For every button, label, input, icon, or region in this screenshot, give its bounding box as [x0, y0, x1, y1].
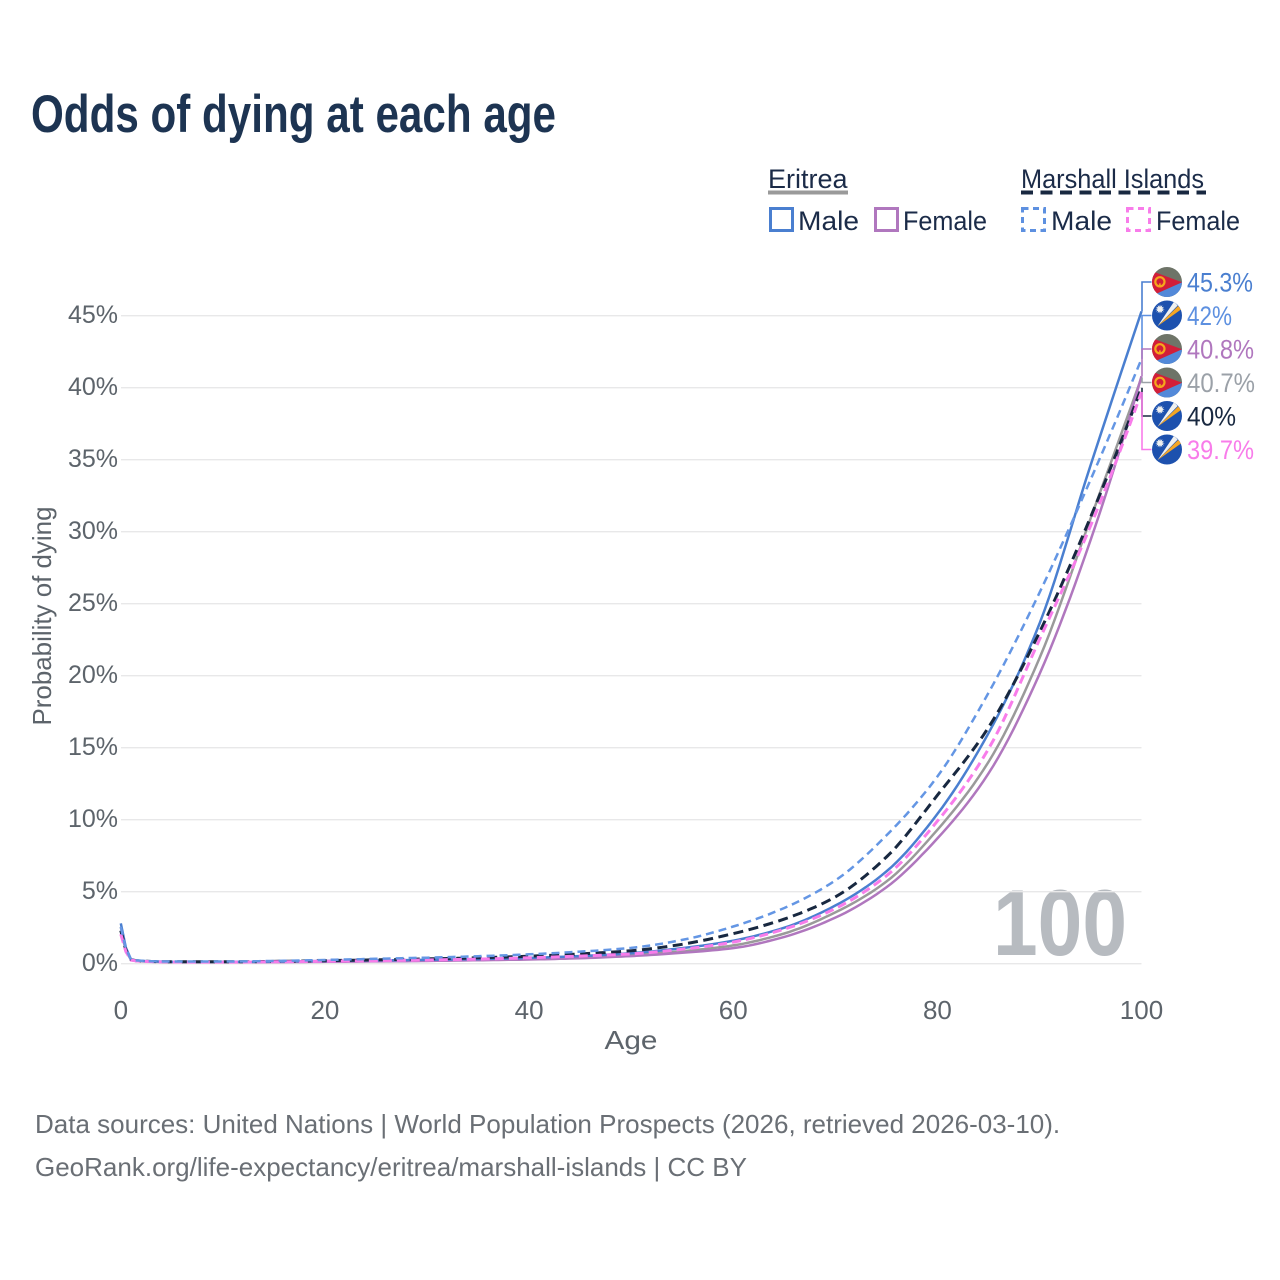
svg-text:0: 0 [114, 995, 128, 1025]
svg-text:Odds of dying at each age: Odds of dying at each age [31, 85, 556, 144]
svg-text:100: 100 [1120, 995, 1163, 1025]
svg-text:Female: Female [903, 206, 987, 236]
svg-text:Data sources: United Nations |: Data sources: United Nations | World Pop… [35, 1109, 1060, 1139]
svg-text:Male: Male [1051, 206, 1112, 236]
svg-text:Eritrea: Eritrea [768, 164, 849, 194]
svg-text:15%: 15% [68, 733, 118, 761]
svg-text:5%: 5% [82, 877, 118, 905]
svg-text:40%: 40% [1187, 402, 1236, 432]
svg-text:35%: 35% [68, 445, 118, 473]
svg-text:100: 100 [993, 870, 1127, 975]
svg-text:25%: 25% [68, 589, 118, 617]
svg-text:40: 40 [515, 995, 544, 1025]
svg-text:Female: Female [1156, 206, 1240, 236]
svg-text:45%: 45% [68, 301, 118, 329]
svg-text:40.7%: 40.7% [1187, 368, 1255, 398]
svg-text:GeoRank.org/life-expectancy/er: GeoRank.org/life-expectancy/eritrea/mars… [35, 1152, 747, 1182]
svg-text:Marshall Islands: Marshall Islands [1021, 164, 1204, 194]
svg-text:60: 60 [719, 995, 748, 1025]
svg-text:Probability of dying: Probability of dying [27, 507, 57, 726]
svg-text:Male: Male [798, 206, 859, 236]
svg-text:20%: 20% [68, 661, 118, 689]
svg-text:42%: 42% [1187, 301, 1232, 331]
svg-text:Age: Age [605, 1025, 658, 1055]
svg-text:20: 20 [310, 995, 339, 1025]
svg-text:80: 80 [923, 995, 952, 1025]
svg-text:40.8%: 40.8% [1187, 335, 1254, 365]
svg-text:40%: 40% [68, 373, 118, 401]
svg-text:10%: 10% [68, 805, 118, 833]
svg-text:45.3%: 45.3% [1187, 268, 1253, 298]
svg-text:0%: 0% [82, 949, 118, 977]
svg-text:30%: 30% [68, 517, 118, 545]
svg-text:39.7%: 39.7% [1187, 435, 1254, 465]
